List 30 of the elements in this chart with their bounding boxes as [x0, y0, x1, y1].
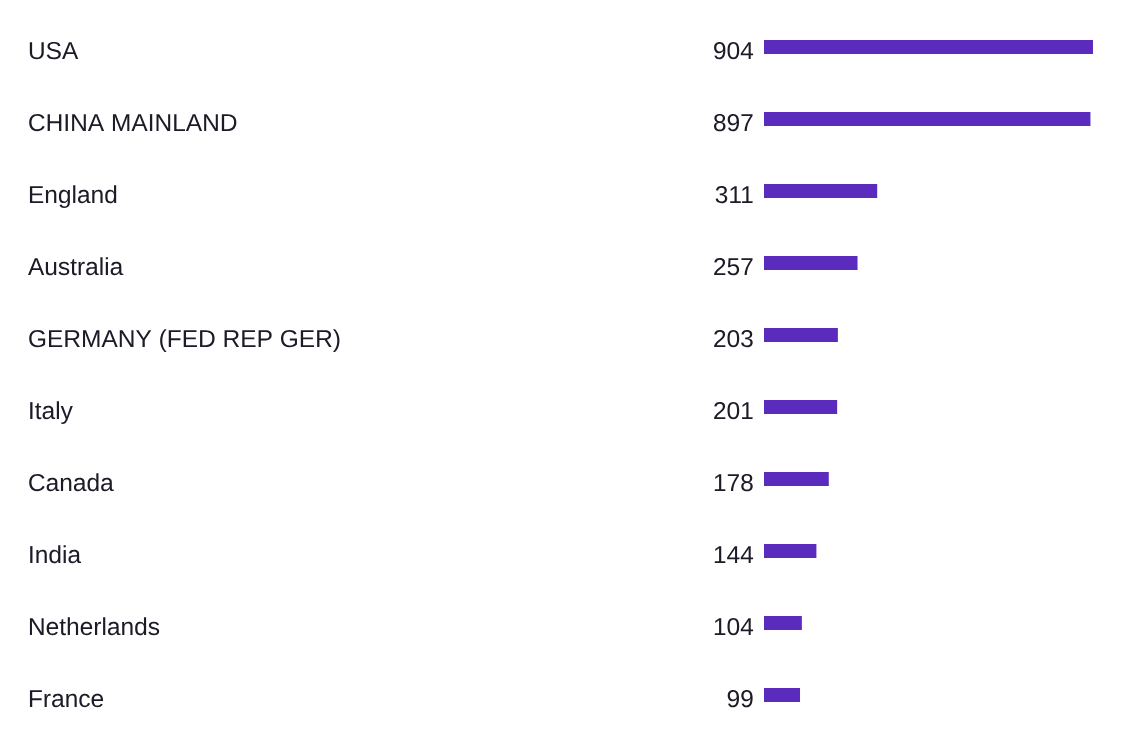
- bar: [764, 40, 1093, 54]
- y-tick-label: GERMANY (FED REP GER): [29, 329, 340, 353]
- data-label: 144: [714, 546, 754, 563]
- y-tick-label: England: [29, 185, 117, 209]
- data-label: 201: [714, 401, 753, 420]
- data-label: 203: [714, 329, 753, 348]
- bar: [764, 615, 802, 630]
- y-tick-label: Australia: [27, 257, 124, 276]
- bar: [764, 111, 1091, 126]
- y-tick-label: India: [30, 545, 82, 564]
- data-label: 311: [715, 185, 753, 204]
- data-label: 104: [714, 617, 754, 636]
- bar: [764, 327, 838, 342]
- bar: [764, 255, 858, 270]
- y-tick-label: USA: [29, 41, 79, 60]
- y-tick-label: Canada: [29, 473, 114, 492]
- y-tick-label: France: [29, 690, 104, 708]
- bar: [764, 471, 829, 486]
- bar: [764, 400, 838, 414]
- y-tick-label: Netherlands: [29, 617, 160, 636]
- data-label: 257: [714, 257, 753, 276]
- data-label: 897: [713, 113, 753, 132]
- bar: [764, 688, 801, 702]
- data-label: 904: [714, 41, 754, 60]
- y-tick-label: CHINA MAINLAND: [29, 113, 237, 132]
- data-label: 99: [727, 689, 753, 708]
- bar: [764, 544, 817, 558]
- y-tick-label: Italy: [30, 401, 73, 425]
- bar: [764, 184, 878, 198]
- data-label: 178: [714, 473, 753, 492]
